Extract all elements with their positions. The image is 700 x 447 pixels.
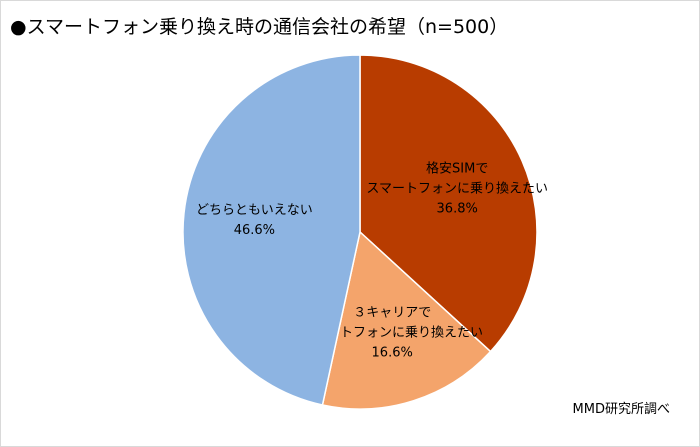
source-note: MMD研究所調べ (572, 402, 670, 417)
slice-label-2: どちらともいえない 46.6% (196, 203, 313, 238)
pie-slice-2 (182, 54, 361, 406)
slice-category-label: スマートフォンに乗り換えたい (301, 326, 483, 341)
chart-title: ●スマートフォン乗り換え時の通信会社の希望（n=500） (10, 16, 509, 38)
slice-category-label: 格安SIMで (426, 161, 488, 177)
slice-category-label: スマートフォンに乗り換えたい (366, 182, 548, 197)
slice-value-label: 16.6% (372, 346, 413, 361)
slice-category-label: ３キャリアで (353, 306, 431, 321)
slice-value-label: 36.8% (437, 202, 478, 217)
pie-slice-0 (359, 54, 538, 353)
pie-slice-1 (321, 230, 492, 410)
slice-category-label: どちらともいえない (196, 203, 313, 218)
slice-value-label: 46.6% (234, 223, 275, 238)
